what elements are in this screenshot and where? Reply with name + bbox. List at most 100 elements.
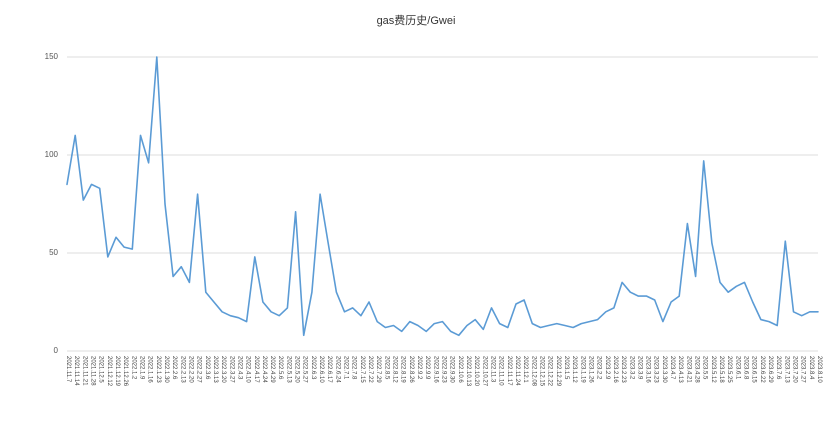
x-axis-tick-label: 2022.9.2 bbox=[416, 356, 422, 380]
x-axis-tick-label: 2022.1.30 bbox=[163, 356, 169, 383]
x-axis-tick-label: 2023.5.25 bbox=[726, 356, 732, 383]
x-axis-tick-label: 2022.9.16 bbox=[432, 356, 438, 383]
x-axis-tick-label: 2023.6.15 bbox=[751, 356, 757, 383]
x-axis-tick-label: 2022.1.9 bbox=[138, 356, 144, 380]
x-axis-tick-label: 2021.12.19 bbox=[114, 356, 120, 387]
x-axis-tick-label: 2023.3.30 bbox=[661, 356, 667, 383]
x-axis-tick-label: 2022.12.22 bbox=[547, 356, 553, 387]
x-axis-tick-label: 2022.8.26 bbox=[408, 356, 414, 383]
x-axis-tick-label: 2022.6.10 bbox=[318, 356, 324, 383]
x-axis-tick-label: 2022.2.13 bbox=[179, 356, 185, 383]
x-axis-tick-label: 2021.12.26 bbox=[122, 356, 128, 387]
x-axis-tick-label: 2022.1.2 bbox=[130, 356, 136, 380]
x-axis-tick-label: 2022.4.29 bbox=[269, 356, 275, 383]
x-axis-tick-label: 2023.2.2 bbox=[596, 356, 602, 380]
x-axis-tick-label: 2022.1.23 bbox=[155, 356, 161, 383]
x-axis-tick-label: 2022.6.24 bbox=[334, 356, 340, 383]
x-axis-tick-label: 2022.9.23 bbox=[441, 356, 447, 383]
x-axis-tick-label: 2022.7.29 bbox=[375, 356, 381, 383]
x-axis-tick-label: 2022.5.20 bbox=[294, 356, 300, 383]
x-axis-tick-label: 2022.12.08 bbox=[530, 356, 536, 387]
x-axis-tick-label: 2022.8.19 bbox=[400, 356, 406, 383]
x-axis-tick-label: 2023.4.7 bbox=[669, 356, 675, 380]
x-axis-tick-label: 2023.5.5 bbox=[702, 356, 708, 380]
x-axis-tick-label: 2022.7.15 bbox=[359, 356, 365, 383]
x-axis-tick-label: 2022.7.22 bbox=[367, 356, 373, 383]
x-axis-tick-label: 2023.5.18 bbox=[718, 356, 724, 383]
x-axis-tick-label: 2023.3.16 bbox=[645, 356, 651, 383]
x-axis-tick-label: 2022.3.20 bbox=[220, 356, 226, 383]
y-axis-tick-label: 100 bbox=[45, 150, 59, 159]
x-axis-tick-label: 2023.3.2 bbox=[628, 356, 634, 380]
x-axis-tick-label: 2022.3.13 bbox=[212, 356, 218, 383]
x-axis-tick-label: 2022.11.10 bbox=[498, 356, 504, 386]
x-axis-tick-label: 2022.4.17 bbox=[253, 356, 259, 383]
x-axis-tick-label: 2023.6.8 bbox=[743, 356, 749, 380]
x-axis-tick-label: 2023.6.29 bbox=[767, 356, 773, 383]
x-axis-tick-label: 2022.10.13 bbox=[465, 356, 471, 387]
x-axis-tick-label: 2022.1.16 bbox=[147, 356, 153, 383]
x-axis-tick-label: 2022.2.6 bbox=[171, 356, 177, 380]
x-axis-tick-label: 2022.5.27 bbox=[302, 356, 308, 383]
x-axis-tick-label: 2023.7.13 bbox=[783, 356, 789, 383]
x-axis-tick-label: 2021.11.14 bbox=[73, 356, 79, 386]
x-axis-tick-label: 2023.8.10 bbox=[816, 356, 822, 383]
x-axis-tick-label: 2022.12.29 bbox=[555, 356, 561, 387]
x-axis-tick-label: 2022.12.15 bbox=[538, 356, 544, 387]
x-axis-tick-label: 2022.6.17 bbox=[326, 356, 332, 383]
x-axis-tick-label: 2023.6.22 bbox=[759, 356, 765, 383]
y-axis-tick-label: 0 bbox=[54, 346, 59, 355]
x-axis-tick-label: 2023.1.19 bbox=[579, 356, 585, 383]
x-axis-tick-label: 2023.2.16 bbox=[612, 356, 618, 383]
x-axis-tick-label: 2021.11.28 bbox=[89, 356, 95, 386]
x-axis-tick-label: 2022.3.6 bbox=[204, 356, 210, 380]
x-axis-tick-label: 2022.11.3 bbox=[489, 356, 495, 383]
y-axis-tick-label: 50 bbox=[49, 248, 58, 257]
x-axis-tick-label: 2023.7.27 bbox=[800, 356, 806, 383]
x-axis-tick-label: 2023.1.26 bbox=[587, 356, 593, 383]
x-axis-tick-label: 2023.5.12 bbox=[710, 356, 716, 383]
x-axis-tick-label: 2022.2.20 bbox=[187, 356, 193, 383]
x-axis-tick-label: 2022.11.17 bbox=[506, 356, 512, 386]
x-axis-tick-label: 2023.7.6 bbox=[775, 356, 781, 380]
x-axis-tick-label: 2022.4.3 bbox=[236, 356, 242, 380]
x-axis-tick-label: 2023.7.20 bbox=[792, 356, 798, 383]
x-axis-tick-label: 2022.8.5 bbox=[383, 356, 389, 380]
x-axis-tick-label: 2023.4.21 bbox=[685, 356, 691, 383]
x-axis-tick-label: 2022.2.27 bbox=[196, 356, 202, 383]
x-axis-tick-label: 2021.12.12 bbox=[106, 356, 112, 387]
chart-title: gas费历史/Gwei bbox=[376, 15, 456, 27]
x-axis-tick-label: 2022.4.24 bbox=[261, 356, 267, 383]
x-axis-tick-label: 2022.7.1 bbox=[343, 356, 349, 380]
x-axis-tick-label: 2023.6.1 bbox=[734, 356, 740, 380]
x-axis-tick-label: 2022.12.1 bbox=[522, 356, 528, 383]
x-axis-tick-label: 2022.3.27 bbox=[228, 356, 234, 383]
gas-price-line bbox=[66, 56, 819, 337]
x-axis-tick-label: 2022.11.24 bbox=[514, 356, 520, 386]
x-axis-tick-label: 2023.8.4 bbox=[808, 356, 814, 380]
x-axis-tick-label: 2022.10.20 bbox=[473, 356, 479, 387]
x-axis-tick-label: 2022.9.9 bbox=[424, 356, 430, 380]
x-axis-tick-label: 2022.6.3 bbox=[310, 356, 316, 380]
y-axis-tick-label: 150 bbox=[45, 52, 59, 61]
x-axis-tick-label: 2022.9.30 bbox=[449, 356, 455, 383]
x-axis-tick-label: 2022.8.12 bbox=[392, 356, 398, 383]
x-axis-tick-label: 2023.2.23 bbox=[620, 356, 626, 383]
x-axis-tick-label: 2022.5.13 bbox=[285, 356, 291, 383]
x-axis-tick-label: 2021.11.21 bbox=[81, 356, 87, 386]
x-axis-tick-label: 2022.7.8 bbox=[351, 356, 357, 380]
x-axis-tick-label: 2023.4.13 bbox=[677, 356, 683, 383]
x-axis-tick-label: 2022.5.6 bbox=[277, 356, 283, 380]
x-axis-tick-label: 2023.4.28 bbox=[694, 356, 700, 383]
x-axis-tick-label: 2022.10.27 bbox=[481, 356, 487, 387]
x-axis-tick-label: 2023.3.23 bbox=[653, 356, 659, 383]
x-axis-tick-label: 2021.12.5 bbox=[98, 356, 104, 383]
x-axis-tick-label: 2021.11.7 bbox=[65, 356, 71, 383]
x-axis-tick-label: 2022.10.6 bbox=[457, 356, 463, 383]
x-axis-tick-label: 2023.1.12 bbox=[571, 356, 577, 383]
x-axis-tick-label: 2023.2.9 bbox=[604, 356, 610, 380]
x-axis-tick-label: 2023.3.9 bbox=[636, 356, 642, 380]
x-axis-tick-label: 2023.1.5 bbox=[563, 356, 569, 380]
